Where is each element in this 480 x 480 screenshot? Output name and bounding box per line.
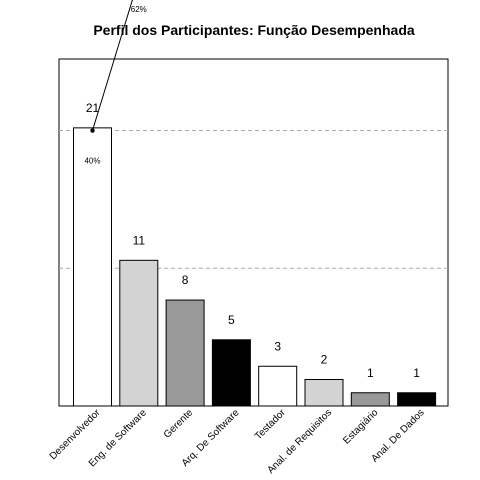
chart-title: Perfil dos Participantes: Função Desempe… [93,22,415,38]
x-tick-label: Testador [253,407,288,442]
cumulative-label: 40% [84,157,100,166]
bar [350,392,390,407]
bar [397,392,437,407]
bar [119,259,159,407]
bar [258,365,298,407]
x-tick-label: Gerente [162,407,196,441]
value-label: 3 [274,339,281,353]
cumulative-point [90,128,95,133]
bar [211,339,251,407]
plot-area [58,58,449,407]
bar [73,127,112,407]
value-label: 21 [86,101,100,115]
value-label: 8 [182,273,189,287]
cumulative-line [92,0,133,131]
x-tick-label: Estagiário [341,407,381,447]
value-label: 1 [413,366,420,380]
value-label: 11 [133,233,146,247]
value-label: 2 [321,353,328,367]
cumulative-label: 62% [131,5,147,14]
bar [304,379,344,407]
bar [165,299,205,407]
value-label: 1 [367,366,374,380]
value-label: 5 [228,313,235,327]
